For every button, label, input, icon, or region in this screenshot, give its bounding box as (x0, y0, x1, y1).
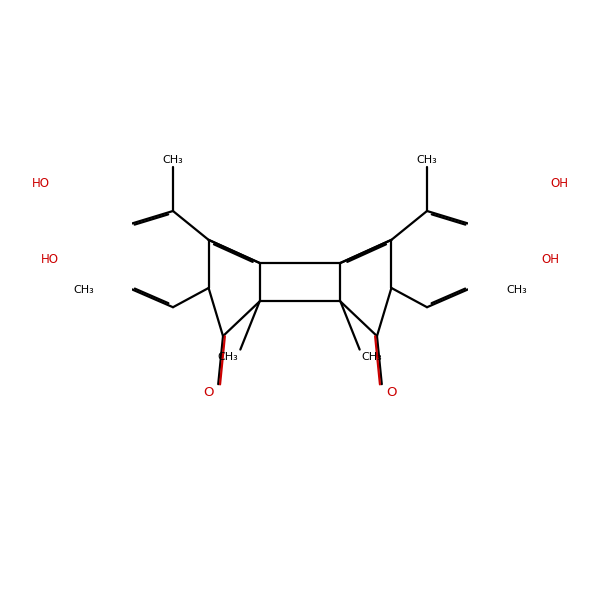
Text: O: O (386, 386, 397, 399)
Text: HO: HO (32, 177, 50, 190)
Text: CH₃: CH₃ (218, 352, 238, 362)
Text: CH₃: CH₃ (73, 285, 94, 295)
Text: O: O (203, 386, 214, 399)
Text: HO: HO (41, 253, 59, 266)
Text: CH₃: CH₃ (163, 155, 184, 165)
Text: OH: OH (550, 177, 568, 190)
Text: CH₃: CH₃ (416, 155, 437, 165)
Text: CH₃: CH₃ (362, 352, 382, 362)
Text: OH: OH (541, 253, 559, 266)
Text: CH₃: CH₃ (506, 285, 527, 295)
